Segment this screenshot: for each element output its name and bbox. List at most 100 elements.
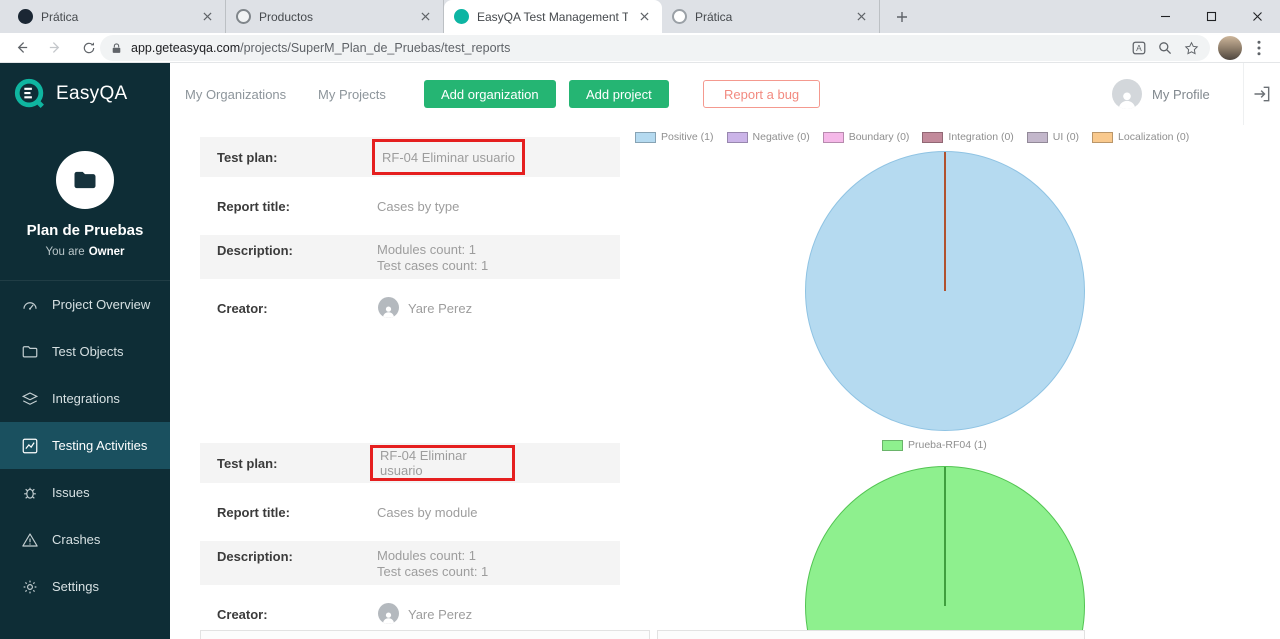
app-logo[interactable]: EasyQA [0,63,170,125]
url-domain: app.geteasyqa.com [131,41,241,55]
legend-label: Negative (0) [752,131,810,143]
legend-item-negative: Negative (0) [726,131,810,143]
sidebar-item-settings[interactable]: Settings [0,563,170,610]
my-profile[interactable]: My Profile [1112,63,1210,125]
legend-item-integration: Integration (0) [922,131,1014,143]
app-header: EasyQA My Organizations My Projects Add … [0,63,1280,125]
tab-title: Prática [41,9,79,24]
zoom-icon[interactable] [1157,40,1173,56]
browser-tab-strip: Prática Productos EasyQA Test Management… [0,0,1280,33]
tab-close-icon[interactable] [199,9,215,25]
sidebar-item-project-overview[interactable]: Project Overview [0,281,170,328]
legend-swatch [922,131,944,143]
project-sidebar: Plan de Pruebas You are Owner Project Ove… [0,125,170,639]
legend-label: Boundary (0) [848,131,910,143]
tab-favicon-icon [672,9,687,24]
nav-my-organizations[interactable]: My Organizations [185,86,287,102]
legend-label: UI (0) [1052,131,1080,143]
browser-tab-2[interactable]: Productos [226,0,444,33]
owner-prefix: You are [45,246,85,258]
creator-label: Creator: [217,300,268,316]
browser-tab-1[interactable]: Prática [8,0,226,33]
layers-icon [21,391,39,405]
window-close-button[interactable] [1234,0,1280,32]
refresh-button[interactable] [76,35,102,61]
logout-icon [1254,86,1270,102]
browser-menu-icon[interactable] [1248,37,1270,59]
browser-tab-4[interactable]: Prática [662,0,880,33]
tab-title: Prática [695,9,733,24]
description-label: Description: [217,243,293,258]
legend-label: Localization (0) [1118,131,1190,143]
bookmark-star-icon[interactable] [1183,40,1200,57]
logout-button[interactable] [1243,63,1280,125]
forward-button[interactable] [42,35,68,61]
report-a-bug-button[interactable]: Report a bug [703,80,821,108]
legend-label: Positive (1) [661,131,714,143]
pie1-slice-boundary [944,152,946,291]
test-plan-value: RF-04 Eliminar usuario [382,149,515,165]
next-row-stub-left [200,630,650,639]
window-maximize-button[interactable] [1188,0,1234,32]
new-tab-button[interactable] [888,3,916,31]
folder-icon [22,345,38,357]
chart1-legend: Positive (1) Negative (0) Boundary (0) I… [635,131,1189,143]
creator-avatar [378,603,399,624]
sidebar-item-label: Project Overview [52,297,151,312]
sidebar-item-crashes[interactable]: Crashes [0,516,170,563]
nav-my-projects[interactable]: My Projects [318,86,386,102]
brand-name: EasyQA [56,83,128,104]
gauge-icon [23,301,37,310]
sidebar-item-label: Testing Activities [52,438,148,453]
legend-item-localization: Localization (0) [1092,131,1189,143]
legend-label: Integration (0) [948,131,1014,143]
owner-role: Owner [88,246,125,258]
tab-close-icon[interactable] [636,9,652,25]
window-minimize-button[interactable] [1142,0,1188,32]
report2-test-plan-row: Test plan: RF-04 Eliminar usuario [200,443,620,483]
legend-swatch [635,131,656,143]
report-title-label: Report title: [217,504,290,520]
test-plan-value: RF-04 Eliminar usuario [380,448,467,478]
add-organization-button[interactable]: Add organization [424,80,556,108]
legend-item-boundary: Boundary (0) [822,131,910,143]
browser-tab-active[interactable]: EasyQA Test Management Tool [444,0,662,33]
legend-item-ui: UI (0) [1026,131,1080,143]
test-reports-content: Test plan: RF-04 Eliminar usuario Report… [170,125,1280,639]
sidebar-item-integrations[interactable]: Integrations [0,375,170,422]
test-plan-label: Test plan: [217,455,278,471]
url-field[interactable]: app.geteasyqa.com/projects/SuperM_Plan_d… [100,35,1210,61]
sidebar-item-label: Issues [52,485,90,500]
report2-creator-row: Creator: Yare Perez [200,594,620,634]
sidebar-item-testing-activities[interactable]: Testing Activities [0,422,170,469]
tab-close-icon[interactable] [853,9,869,25]
bug-icon [24,487,36,499]
legend-swatch [882,439,903,451]
creator-label: Creator: [217,606,268,622]
browser-profile-avatar[interactable] [1218,36,1242,60]
report2-description-row: Description: Modules count: 1 Test cases… [200,541,620,585]
description-line2: Test cases count: 1 [377,258,489,273]
legend-item-prueba-rf04: Prueba-RF04 (1) [882,439,987,451]
add-project-button[interactable]: Add project [569,80,669,108]
translate-icon[interactable]: A [1131,40,1147,56]
description-line1: Modules count: 1 [377,242,477,257]
sidebar-item-test-objects[interactable]: Test Objects [0,328,170,375]
report2-title-row: Report title: Cases by module [200,492,620,532]
sidebar-menu: Project Overview Test Objects Integratio… [0,280,170,610]
gear-icon [23,580,37,593]
profile-label: My Profile [1152,86,1210,102]
annotation-red-box: RF-04 Eliminar usuario [372,139,525,175]
annotation-red-box: RF-04 Eliminar usuario [370,445,515,481]
report1-description-row: Description: Modules count: 1 Test cases… [200,235,620,279]
back-button[interactable] [8,35,34,61]
report1-creator-row: Creator: Yare Perez [200,288,620,328]
legend-item-positive: Positive (1) [635,131,714,143]
easyqa-logo-icon [14,78,44,108]
warning-triangle-icon [22,532,38,547]
legend-swatch [726,131,748,143]
legend-label: Prueba-RF04 (1) [908,439,987,451]
legend-swatch [822,131,844,143]
tab-close-icon[interactable] [417,9,433,25]
sidebar-item-issues[interactable]: Issues [0,469,170,516]
